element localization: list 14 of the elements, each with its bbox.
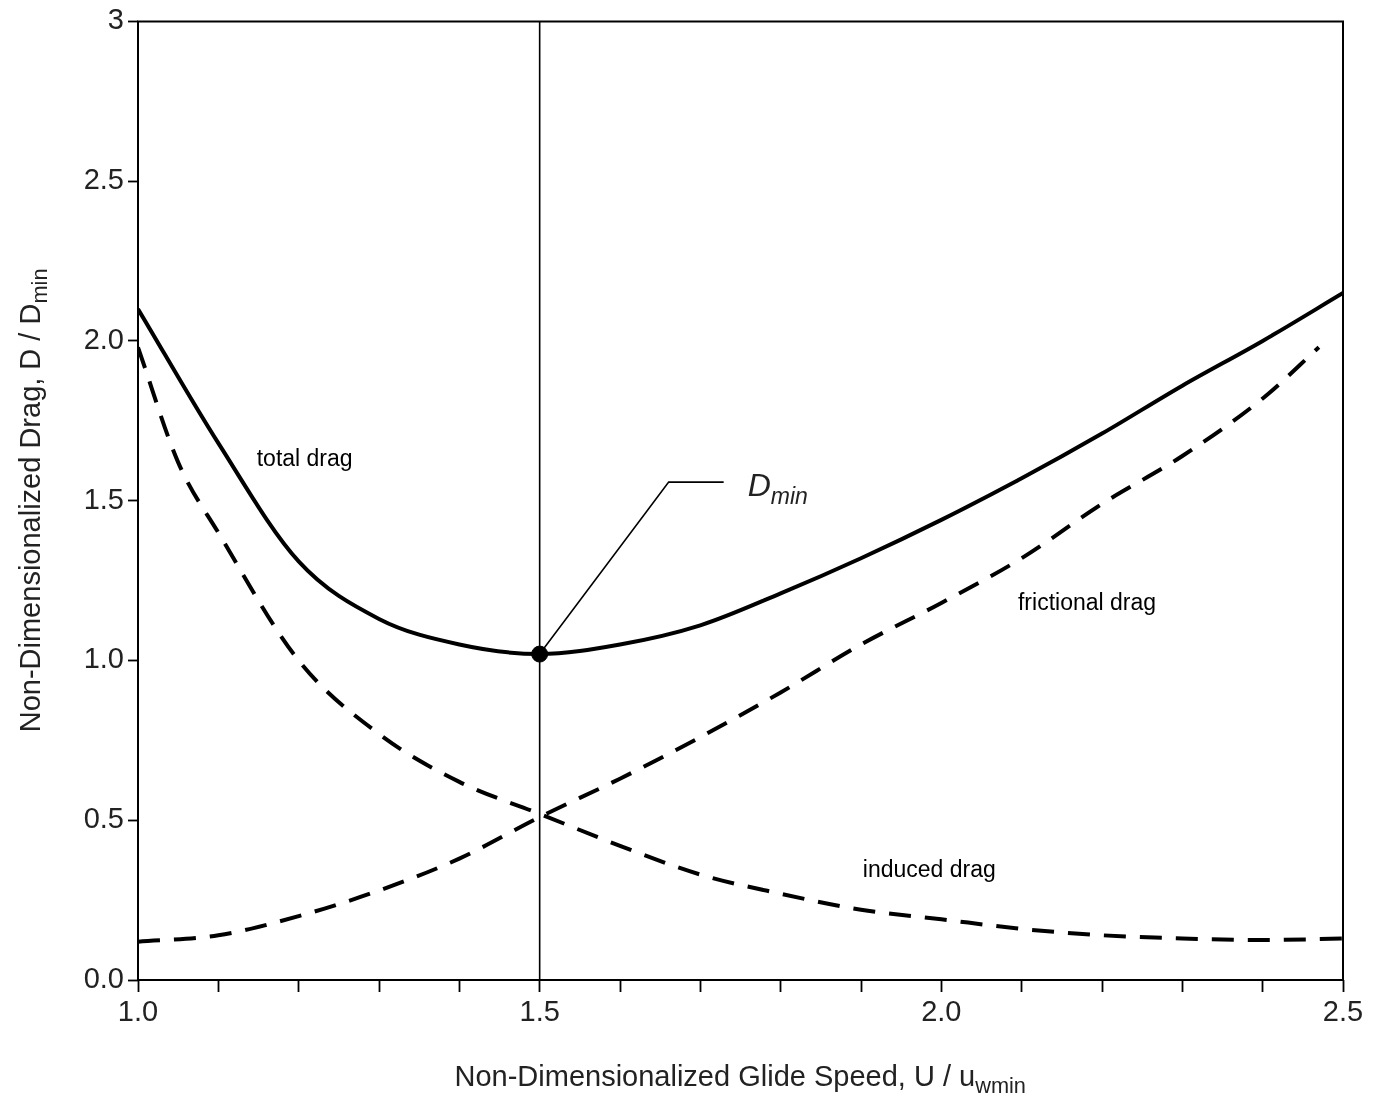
y-tick-label: 1.5 bbox=[83, 482, 124, 515]
x-tick-label: 2.0 bbox=[921, 995, 962, 1028]
y-tick-label: 2.5 bbox=[83, 163, 124, 196]
series-label: total drag bbox=[256, 444, 353, 471]
y-tick-label: 2.0 bbox=[83, 322, 124, 355]
x-tick-label: 2.5 bbox=[1322, 995, 1364, 1028]
y-tick-label: 0.5 bbox=[83, 802, 124, 835]
series-label: induced drag bbox=[862, 855, 996, 882]
y-tick-label: 0.0 bbox=[83, 962, 124, 994]
x-tick-label: 1.5 bbox=[519, 995, 560, 1028]
y-tick-label: 1.0 bbox=[83, 642, 124, 675]
y-tick-label: 3 bbox=[107, 3, 124, 36]
series-label: frictional drag bbox=[1017, 589, 1157, 616]
x-tick-label: 1.0 bbox=[117, 995, 159, 1028]
